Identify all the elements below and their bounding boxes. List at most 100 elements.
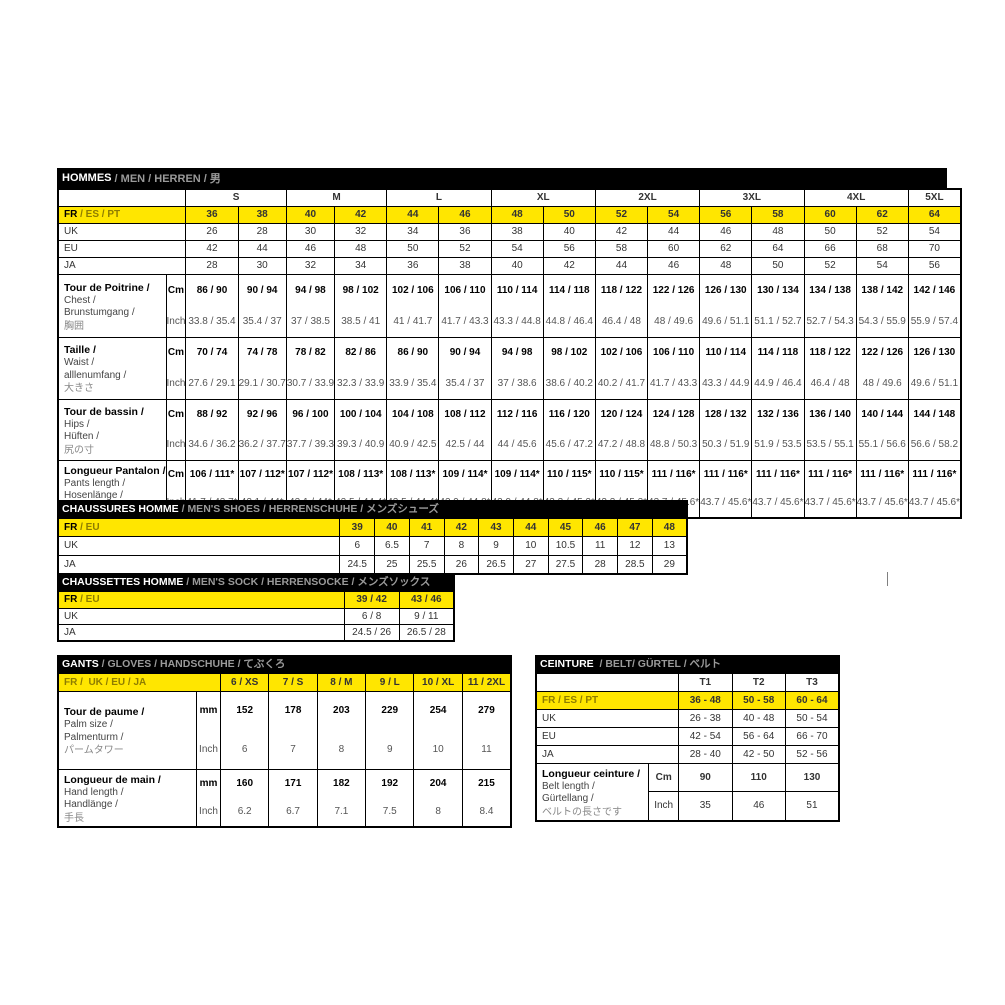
cell-text: 106 / 110: [653, 347, 695, 359]
cell-text: 279: [478, 705, 495, 717]
measurement-value: 106 / 110 41.7 / 43.3: [438, 273, 492, 338]
fr-size-value: 64: [907, 205, 962, 224]
cell-text: 192: [381, 778, 399, 789]
cell-text: Cm: [167, 347, 185, 359]
cell-text: 94 / 98 37 / 38.5: [287, 275, 333, 336]
size-value: 11: [582, 535, 619, 556]
cell-text: Gürtellang /: [542, 793, 594, 805]
measurement-value: 102 / 106 41 / 41.7: [386, 273, 440, 338]
cell-text: 94 / 98 37 / 38.6: [492, 338, 542, 398]
fr-label-rest: / EU: [77, 594, 100, 606]
cell-text: Inch: [166, 439, 186, 450]
belt-length-unit-inch: Inch: [648, 790, 680, 822]
cell-text: 43.7 / 45.6*: [908, 497, 960, 508]
cell-text: 142 / 146: [913, 284, 956, 296]
measurement-value: 111 / 116* 43.7 / 45.6*: [699, 459, 753, 518]
size-value: 42: [185, 239, 239, 258]
cell-text: 204: [429, 778, 447, 789]
cell-text: 50.3 / 51.9: [702, 439, 750, 450]
fr-size-value: 40: [285, 205, 336, 224]
cell-text: 96 / 100: [292, 409, 329, 420]
cell-text: 35.4 / 37: [445, 377, 485, 389]
size-value: 44: [237, 239, 287, 258]
cell-text: 128 / 132: [704, 409, 747, 420]
cell-text: 82 / 86 32.3 / 33.9: [336, 338, 386, 398]
fr-label-main: FR: [64, 594, 78, 606]
cell-text: 109 / 114*: [494, 469, 540, 480]
belt-size-value: 26 - 38: [678, 708, 733, 728]
cell-text: 114 / 118: [757, 347, 799, 359]
row-label-JA: JA: [535, 744, 680, 764]
measurement-value: 136 / 140 53.5 / 55.1: [803, 398, 857, 461]
cell-text: 29.1 / 30.7: [238, 377, 286, 389]
cell-text: 94 / 98: [295, 284, 326, 296]
size-value: 9: [478, 535, 514, 556]
cell-text: 110 / 115*: [599, 469, 644, 480]
glove-measurement-value: 152 6: [219, 690, 270, 770]
cell-text: 110 / 114 43.3 / 44.8: [492, 275, 542, 336]
shoes-size-table: FR / EU 39 40 41 42 43 44 45 46 47 48 UK 6 6.5 7 8 9 10 10…: [57, 517, 688, 575]
cell-text: mm Inch: [198, 770, 220, 826]
cell-text: 111 / 116* 43.7 / 45.6*: [753, 461, 803, 517]
fr-label-rest: FR / UK / EU / JA: [64, 676, 147, 688]
size-value: 8: [443, 535, 480, 556]
cell-text: 70 / 74: [196, 347, 228, 359]
size-value: 56: [542, 239, 596, 258]
cell-text: 43.3 / 44.8: [493, 315, 541, 327]
cell-text: 手長: [64, 812, 84, 824]
cell-text: 111 / 116*: [912, 469, 957, 480]
cell-text: 37 / 38.5: [291, 315, 330, 327]
fr-size-value: 48: [651, 517, 688, 537]
cell-text: 27.6 / 29.1: [188, 377, 236, 389]
size-value: 66: [803, 239, 857, 258]
belt-length-unit-cm: Cm: [648, 762, 680, 792]
cell-text: 124 / 128: [652, 409, 695, 420]
socks-table-header-bar: CHAUSSETTES HOMME / MEN'S SOCK / HERRENS…: [57, 573, 455, 590]
cell-text: 203 8: [318, 692, 364, 768]
cell-text: 88 / 92: [196, 409, 228, 420]
belt-size-value: 42 - 54: [678, 726, 733, 746]
measurement-value: 111 / 116* 43.7 / 45.6*: [855, 459, 909, 518]
cell-text: 111 / 116*: [651, 469, 696, 480]
cell-text: Inch: [166, 315, 186, 327]
cell-text: 8: [435, 806, 441, 817]
cell-text: 160 6.2: [221, 770, 267, 826]
cell-text: 107 / 112*: [239, 469, 285, 480]
cell-text: Inch: [199, 806, 218, 817]
size-value: 46: [285, 239, 336, 258]
measurement-value: 108 / 112 42.5 / 44: [438, 398, 492, 461]
glove-size-value: 10 / XL: [413, 672, 463, 692]
fr-label-rest: / ES / PT: [77, 209, 121, 220]
cell-text: 144 / 148: [913, 409, 956, 420]
cell-text: 204 8: [415, 770, 461, 826]
size-value: 52: [438, 239, 492, 258]
size-group-S: S: [185, 188, 287, 207]
cell-text: 43.3 / 44.9: [702, 377, 750, 389]
cell-text: Pants length /: [64, 477, 126, 489]
cell-text: 47.2 / 48.8: [597, 439, 646, 450]
measurement-value: 112 / 116 44 / 45.6: [490, 398, 544, 461]
size-value: 68: [855, 239, 909, 258]
cell-text: 111 / 116*: [808, 469, 853, 480]
cell-text: 136 / 140: [809, 409, 851, 420]
cell-text: mm: [199, 705, 218, 717]
cell-text: 111 / 116*: [703, 469, 748, 480]
size-value: 46: [647, 256, 701, 275]
fr-size-value: 39 / 42: [343, 590, 400, 609]
cell-text: 70 / 74 27.6 / 29.1: [187, 338, 237, 398]
measurement-value: 114 / 118 44.9 / 46.4: [751, 336, 805, 400]
cell-text: 37 / 38.6: [497, 377, 537, 389]
size-value: 42: [542, 256, 596, 275]
cell-text: Cm Inch: [166, 275, 186, 336]
size-value: 25: [374, 554, 410, 575]
fr-size-value: 60: [803, 205, 857, 224]
measurement-value: 102 / 106 40.2 / 41.7: [594, 336, 649, 400]
size-value: 26.5 / 28: [398, 623, 455, 642]
cell-text: 10: [432, 743, 444, 755]
cell-text: Longueur de main /: [64, 773, 161, 786]
belt-length-label: Longueur ceinture / Belt length / Gürtella…: [535, 762, 650, 822]
glove-measurement-value: 203 8: [316, 690, 367, 770]
cell-text: 104 / 108: [391, 409, 434, 420]
size-value: 13: [651, 535, 688, 556]
measurement-value: 94 / 98 37 / 38.5: [285, 273, 336, 338]
